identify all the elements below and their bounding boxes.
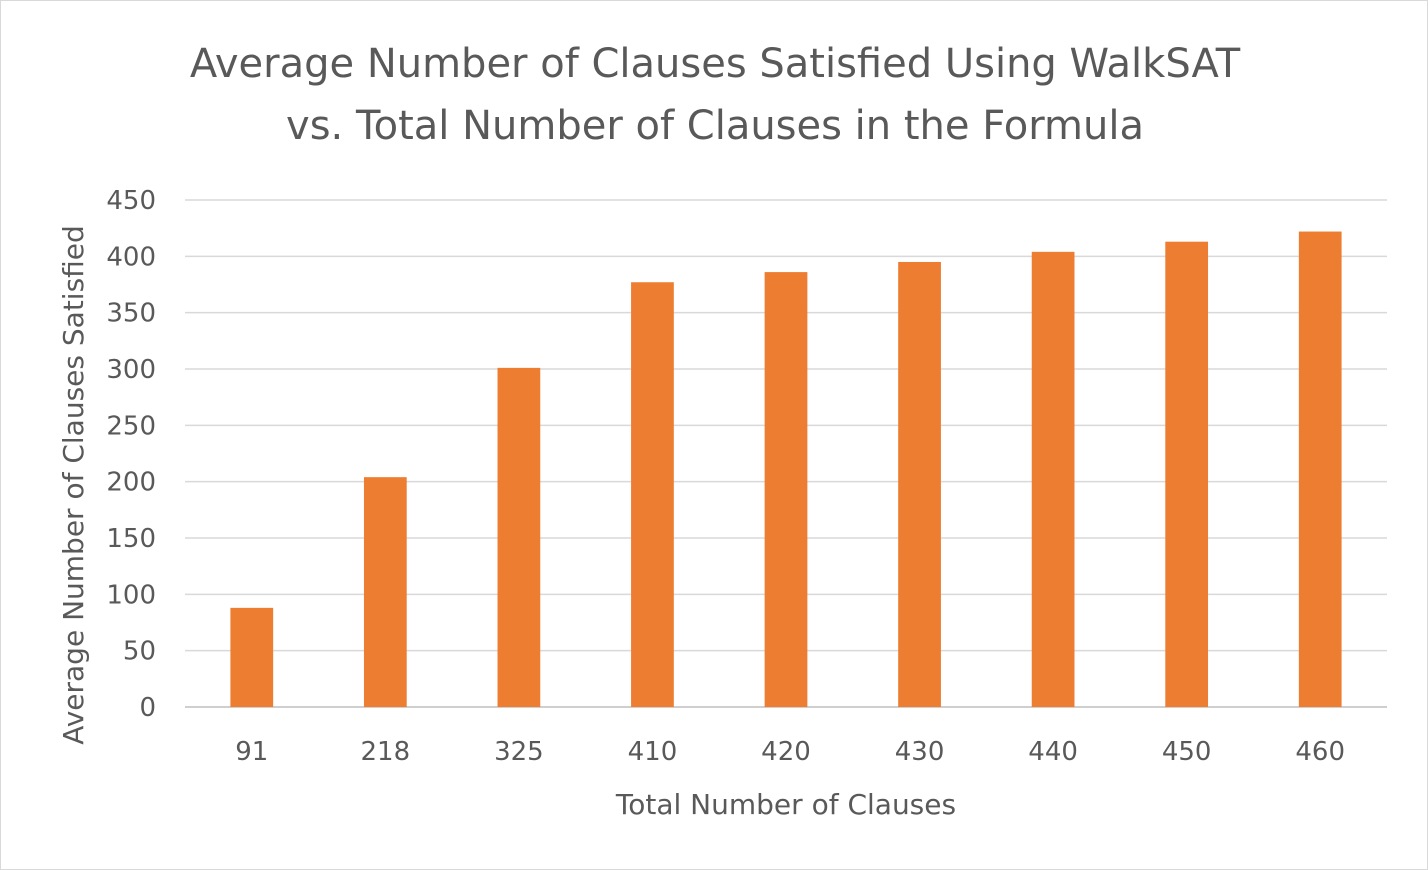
bar-218 — [363, 477, 407, 707]
y-tick-label: 350 — [106, 299, 156, 329]
x-tick-label: 460 — [1295, 737, 1345, 767]
x-axis-title: Total Number of Clauses — [615, 788, 956, 821]
bar-460 — [1298, 231, 1342, 707]
x-tick-label: 410 — [628, 737, 678, 767]
y-tick-label: 250 — [106, 411, 156, 441]
chart-title-line-1: Average Number of Clauses Satisfied Usin… — [190, 41, 1241, 87]
y-tick-label: 400 — [106, 242, 156, 272]
y-tick-label: 300 — [106, 355, 156, 385]
x-tick-label: 440 — [1028, 737, 1078, 767]
y-axis-ticks: 0 50 100 150 200 250 300 350 400 450 — [106, 186, 156, 723]
bars — [230, 231, 1342, 708]
bar-450 — [1165, 241, 1209, 708]
x-tick-label: 420 — [761, 737, 811, 767]
y-tick-label: 100 — [106, 580, 156, 610]
bar-420 — [764, 272, 808, 707]
bar-325 — [497, 367, 541, 707]
x-tick-label: 430 — [895, 737, 945, 767]
y-tick-label: 200 — [106, 468, 156, 498]
y-axis-title: Average Number of Clauses Satisfied — [57, 225, 90, 745]
bar-430 — [898, 261, 941, 707]
x-tick-label: 325 — [494, 737, 544, 767]
y-tick-label: 50 — [123, 637, 156, 667]
x-tick-label: 450 — [1162, 737, 1212, 767]
chart-title-line-2: vs. Total Number of Clauses in the Formu… — [286, 103, 1144, 149]
bar-410 — [631, 282, 674, 707]
y-tick-label: 0 — [139, 693, 156, 723]
bar-91 — [230, 607, 274, 707]
y-tick-label: 450 — [106, 186, 156, 216]
y-tick-label: 150 — [106, 524, 156, 554]
x-tick-label: 218 — [361, 737, 411, 767]
x-axis-ticks: 91 218 325 410 420 430 440 450 460 — [235, 737, 1345, 767]
x-tick-label: 91 — [235, 737, 268, 767]
bar-440 — [1031, 251, 1075, 707]
